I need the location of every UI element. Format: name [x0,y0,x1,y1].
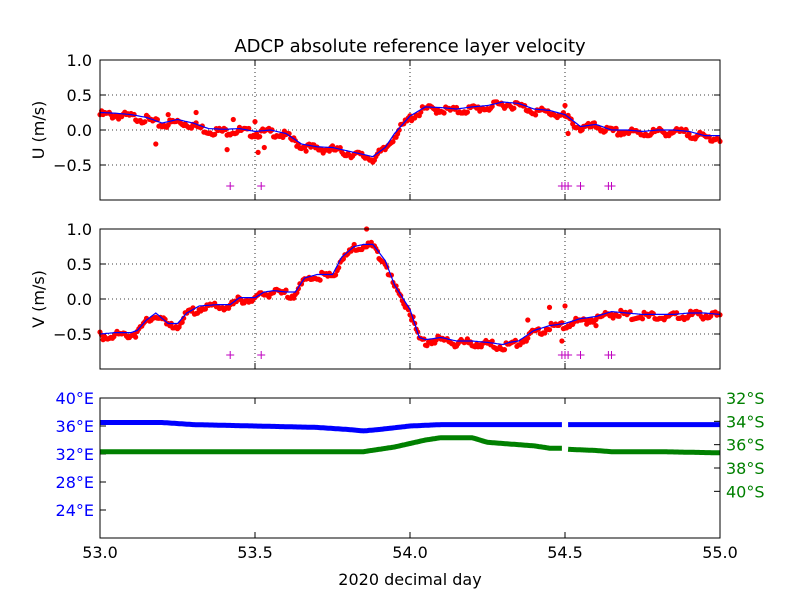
outlier-point [252,119,258,125]
data-point [501,347,508,353]
x-tick-label: 53.5 [237,543,273,562]
data-point [542,330,548,336]
data-point [546,327,553,333]
y-tick-label: 1.0 [67,220,92,239]
lat-tick-label: 36°S [726,436,765,455]
data-point [176,324,182,330]
lon-tick-label: 36°E [56,417,94,436]
outlier-point [193,109,199,116]
chart-title: ADCP absolute reference layer velocity [234,36,586,57]
data-point [333,272,339,278]
data-point [616,313,622,319]
outlier-point [261,144,267,151]
outlier-point [165,112,171,118]
y-tick-label: 0.0 [67,290,92,309]
flag-marker [607,182,616,190]
outlier-point [153,141,159,147]
flag-marker [226,182,235,190]
data-point [181,315,187,321]
plot-frame [99,59,721,201]
lon-tick-label: 28°E [56,473,94,492]
data-point [511,105,517,111]
data-point [533,112,539,118]
outlier-point [224,147,230,153]
outlier-point [593,323,599,329]
lat-tick-label: 32°S [726,389,765,408]
smoothed-series-line [99,101,720,158]
x-tick-label: 54.0 [392,543,428,562]
data-point [464,109,470,115]
y-tick-label: −0.5 [53,325,92,344]
data-point [650,311,656,317]
data-point [212,131,218,137]
latitude-series-line [567,446,720,456]
y-tick-label: −0.5 [53,156,92,175]
flag-marker [607,351,616,359]
x-tick-label: 55.0 [702,543,738,562]
longitude-series-line [100,420,562,434]
outlier-point [565,130,571,137]
data-point [390,139,396,145]
data-point [525,335,531,341]
data-point [162,316,168,322]
outlier-point [255,149,261,155]
smoothed-series-line [99,243,721,346]
outlier-point [546,304,553,310]
y-tick-label: 0.5 [67,86,92,105]
data-point [133,334,139,340]
y-tick-label: 1.0 [67,51,92,70]
outlier-point [230,116,236,123]
u-velocity-panel: U (m/s) 1.0 0.5 0.0 −0.5 [29,51,723,201]
data-point [441,110,447,116]
x-axis-label: 2020 decimal day [338,570,481,589]
lon-tick-label: 32°E [56,445,94,464]
data-point [639,316,646,322]
flag-marker [257,351,266,359]
flag-marker [576,351,585,359]
data-point [395,131,401,137]
lon-tick-label: 40°E [56,389,94,408]
data-point [686,131,692,137]
lat-tick-label: 40°S [726,482,765,501]
x-tick-label: 53.0 [82,543,118,562]
u-axis-label: U (m/s) [29,101,48,160]
data-point [396,127,402,133]
outlier-point [559,338,565,344]
position-panel: 40°E 36°E 32°E 28°E 24°E 32°S 34°S 36°S 38°S 40°S… [56,389,765,562]
lon-tick-label: 24°E [56,501,94,520]
outlier-point [525,317,531,323]
data-point [165,122,171,128]
v-velocity-panel: V (m/s) 1.0 0.5 0.0 −0.5 [29,220,723,370]
plot-frame [99,397,721,539]
flag-marker [576,182,585,190]
flag-marker [564,182,573,190]
lat-tick-label: 34°S [726,412,765,431]
flag-marker [257,182,266,190]
data-point [202,306,208,312]
outlier-point [562,303,568,309]
latitude-series-line [100,435,562,455]
data-point [257,134,263,140]
flag-marker [564,351,573,359]
lat-tick-label: 38°S [726,459,765,478]
data-point [142,119,148,125]
x-tick-label: 54.5 [547,543,583,562]
outlier-point [562,102,568,109]
y-tick-label: 0.0 [67,121,92,140]
flag-marker [226,351,235,359]
v-axis-label: V (m/s) [29,270,48,328]
data-point [303,148,309,154]
data-point [179,319,185,325]
data-point [317,277,323,283]
y-tick-label: 0.5 [67,255,92,274]
plot-frame [99,228,721,370]
